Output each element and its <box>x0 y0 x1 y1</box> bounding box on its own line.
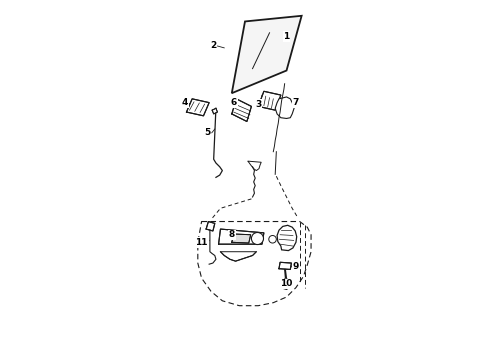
Polygon shape <box>206 221 215 231</box>
Text: 1: 1 <box>283 32 290 41</box>
Polygon shape <box>258 91 281 110</box>
Text: 3: 3 <box>255 100 261 109</box>
Text: 4: 4 <box>181 98 188 107</box>
Polygon shape <box>187 99 209 116</box>
Polygon shape <box>232 234 251 243</box>
Circle shape <box>269 235 276 243</box>
Polygon shape <box>232 16 302 93</box>
Text: 2: 2 <box>210 41 216 50</box>
Polygon shape <box>212 108 218 114</box>
Text: 8: 8 <box>229 230 235 239</box>
Polygon shape <box>220 252 256 261</box>
Polygon shape <box>275 97 294 118</box>
Text: 11: 11 <box>196 238 208 247</box>
Polygon shape <box>232 99 251 121</box>
Text: 10: 10 <box>280 279 293 288</box>
Polygon shape <box>247 161 261 171</box>
Text: 5: 5 <box>204 128 210 137</box>
Polygon shape <box>279 262 292 270</box>
Text: 7: 7 <box>293 98 299 107</box>
Text: 6: 6 <box>231 98 237 107</box>
Polygon shape <box>277 225 297 251</box>
Circle shape <box>251 233 264 244</box>
Text: 9: 9 <box>293 262 299 271</box>
Polygon shape <box>219 229 264 244</box>
